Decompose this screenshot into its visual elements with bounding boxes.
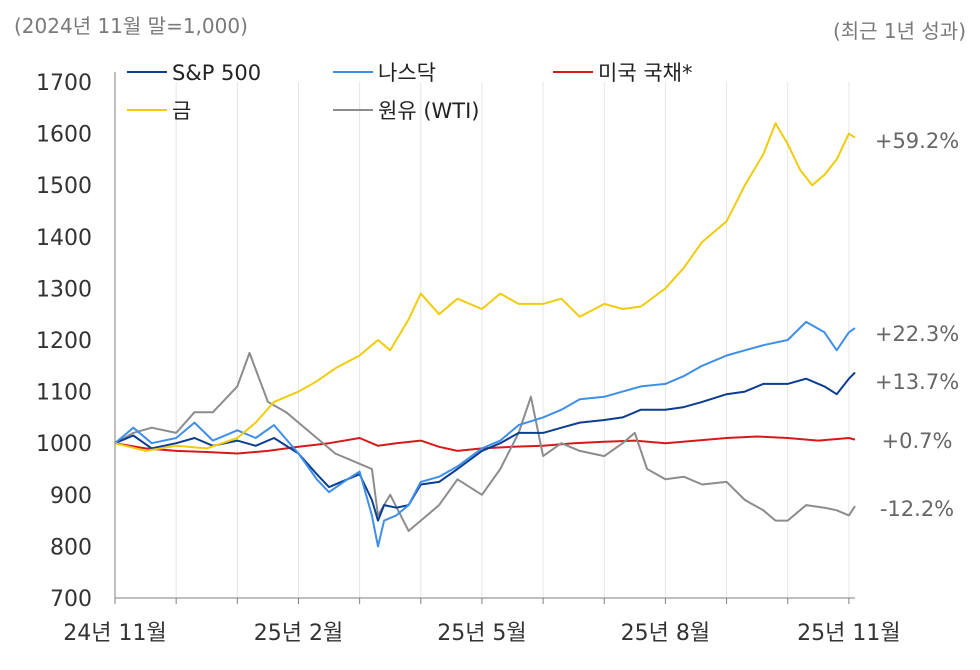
y-tick-label: 1600 [36,123,92,148]
y-tick-label: 900 [50,484,92,509]
series-line [114,351,856,532]
grid-lines [175,82,850,598]
legend-label: 금 [172,99,191,123]
y-axis-tick-labels: 700 800 900 1000 1100 1200 1300 1400 1500 1600 170… [36,71,92,612]
series-line [114,371,856,522]
y-tick-label: 1100 [36,381,92,406]
series-line [114,320,856,548]
series-line [114,122,856,452]
y-tick-label: 1300 [36,277,92,302]
series-line [114,435,856,455]
series-end-label: +59.2% [875,129,959,153]
legend-label: 미국 국채* [598,61,692,85]
series-end-label: +22.3% [875,322,959,346]
x-tick-label: 24년 11월 [63,621,166,646]
y-tick-label: 1000 [36,432,92,457]
series-end-label: -12.2% [880,497,954,521]
y-tick-label: 1500 [36,174,92,199]
end-labels: +13.7% +22.3% +0.7% +59.2% -12.2% [875,129,959,521]
chart-subtitle-right: (최근 1년 성과) [833,19,966,43]
legend-label: S&P 500 [172,61,261,85]
y-tick-label: 1400 [36,226,92,251]
x-axis-tick-labels: 24년 11월 25년 2월 25년 5월 25년 8월 25년 11월 [63,621,900,646]
legend-label: 나스닥 [378,61,436,85]
legend: S&P 500 나스닥 미국 국채* 금 원유 (WTI) [127,61,692,123]
legend-label: 원유 (WTI) [378,99,480,123]
y-tick-label: 1700 [36,71,92,96]
x-tick-label: 25년 8월 [621,621,710,646]
x-tick-label: 25년 5월 [437,621,526,646]
series-end-label: +13.7% [875,370,959,394]
axes [114,72,855,604]
x-tick-label: 25년 11월 [797,621,900,646]
y-tick-label: 700 [50,587,92,612]
chart-subtitle-left: (2024년 11월 말=1,000) [14,14,248,38]
series-end-label: +0.7% [882,429,953,453]
x-tick-label: 25년 2월 [254,621,343,646]
series-group [114,122,856,548]
y-tick-label: 1200 [36,329,92,354]
y-tick-label: 800 [50,535,92,560]
